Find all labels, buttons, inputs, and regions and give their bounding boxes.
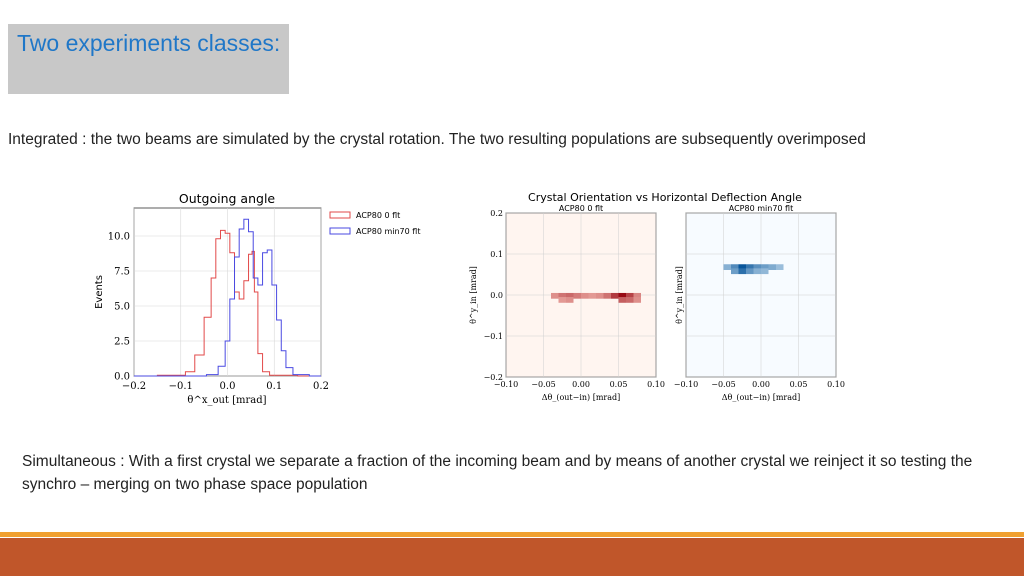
heatmap-cell bbox=[746, 268, 754, 275]
y-tick-label: 5.0 bbox=[114, 302, 130, 313]
heatmap-left-xlabel: Δθ_(out−in) [mrad] bbox=[542, 393, 621, 402]
chart-title: Outgoing angle bbox=[179, 191, 276, 206]
heatmap-cell bbox=[738, 268, 746, 275]
heatmap-cell bbox=[581, 292, 589, 299]
legend-swatch-red bbox=[329, 211, 351, 219]
heatmap-cell bbox=[723, 264, 731, 270]
heatmap-cell bbox=[551, 292, 559, 299]
heatmap-y-tick: 0.2 bbox=[490, 209, 503, 218]
heatmap-cell bbox=[761, 268, 769, 275]
outgoing-angle-chart: Outgoing angle −0.2 −0.1 0.0 0.1 0.2 0.0 2.5 5… bbox=[94, 191, 420, 406]
heatmap-cell bbox=[566, 297, 574, 303]
heatmap-x-tick: 0.05 bbox=[610, 380, 628, 389]
heatmap-cell bbox=[618, 292, 626, 299]
footer-bar bbox=[0, 538, 1024, 576]
heatmap-y-tick: 0.0 bbox=[490, 291, 503, 300]
heatmap-cell bbox=[776, 264, 784, 270]
heatmap-cell bbox=[611, 292, 619, 299]
heatmap-cell bbox=[633, 292, 641, 299]
heatmap-cell bbox=[558, 297, 566, 303]
heatmap-cell bbox=[753, 268, 761, 275]
heatmap-cell bbox=[731, 268, 739, 275]
footer-stripe bbox=[0, 532, 1024, 537]
heatmap-cell bbox=[633, 297, 641, 303]
heatmap-cell bbox=[738, 264, 746, 270]
x-tick-label: 0.2 bbox=[313, 381, 329, 392]
heatmap-cell bbox=[603, 292, 611, 299]
title-box: Two experiments classes: bbox=[8, 24, 289, 94]
legend: ACP80 0 flt ACP80 min70 flt bbox=[329, 211, 420, 236]
heatmap-right-xlabel: Δθ_(out−in) [mrad] bbox=[722, 393, 801, 402]
heatmap-x-tick: 0.00 bbox=[572, 380, 590, 389]
legend-label-red: ACP80 0 flt bbox=[356, 211, 400, 220]
heatmap-x-tick: −0.10 bbox=[674, 380, 699, 389]
y-tick-label: 2.5 bbox=[114, 337, 130, 348]
series-line-blue bbox=[134, 218, 321, 377]
x-tick-label: −0.1 bbox=[169, 381, 193, 392]
slide-title: Two experiments classes: bbox=[17, 30, 281, 56]
heatmap-left-ylabel: θ^y_in [mrad] bbox=[469, 266, 478, 324]
heatmap-y-tick: 0.1 bbox=[490, 250, 503, 259]
simultaneous-description: Simultaneous : With a first crystal we s… bbox=[22, 453, 973, 493]
y-tick-label: 7.5 bbox=[114, 267, 130, 278]
heatmap-x-tick: −0.10 bbox=[494, 380, 519, 389]
integrated-description: Integrated : the two beams are simulated… bbox=[8, 131, 866, 148]
legend-label-blue: ACP80 min70 flt bbox=[356, 227, 420, 236]
x-axis-label: θ^x_out [mrad] bbox=[187, 395, 266, 406]
heatmap-x-tick: 0.05 bbox=[790, 380, 808, 389]
heatmap-subtitle-right: ACP80 min70 flt bbox=[729, 204, 793, 213]
heatmap-cell bbox=[596, 292, 604, 299]
heatmap-y-tick: −0.2 bbox=[484, 373, 503, 382]
heatmap-cell bbox=[731, 264, 739, 270]
heatmap-cell bbox=[618, 297, 626, 303]
x-tick-label: 0.0 bbox=[220, 381, 236, 392]
x-tick-label: −0.2 bbox=[122, 381, 146, 392]
heatmap-cell bbox=[626, 297, 634, 303]
heatmap-x-tick: 0.00 bbox=[752, 380, 770, 389]
heatmap-cell bbox=[768, 264, 776, 270]
heatmap-x-tick: −0.05 bbox=[531, 380, 556, 389]
y-tick-label: 10.0 bbox=[108, 232, 130, 243]
heatmap-title: Crystal Orientation vs Horizontal Deflec… bbox=[528, 191, 802, 204]
heatmap-cell bbox=[761, 264, 769, 270]
heatmap-subtitle-left: ACP80 0 flt bbox=[559, 204, 603, 213]
heatmap-cell bbox=[626, 292, 634, 299]
heatmap-cell bbox=[753, 264, 761, 270]
heatmap-x-tick: 0.10 bbox=[647, 380, 665, 389]
heatmap-x-tick: 0.10 bbox=[827, 380, 845, 389]
heatmap-right-ylabel: θ^y_in [mrad] bbox=[675, 266, 684, 324]
heatmap-y-tick: −0.1 bbox=[484, 332, 503, 341]
heatmap-cell bbox=[746, 264, 754, 270]
x-tick-label: 0.1 bbox=[266, 381, 282, 392]
crystal-orientation-heatmaps: Crystal Orientation vs Horizontal Deflec… bbox=[469, 191, 845, 402]
heatmap-cell bbox=[573, 292, 581, 299]
heatmap-cell bbox=[566, 292, 574, 299]
y-axis-label: Events bbox=[94, 275, 105, 309]
heatmap-cell bbox=[588, 292, 596, 299]
heatmap-x-tick: −0.05 bbox=[711, 380, 736, 389]
heatmap-cell bbox=[558, 292, 566, 299]
legend-swatch-blue bbox=[329, 227, 351, 235]
y-tick-label: 0.0 bbox=[114, 372, 130, 383]
